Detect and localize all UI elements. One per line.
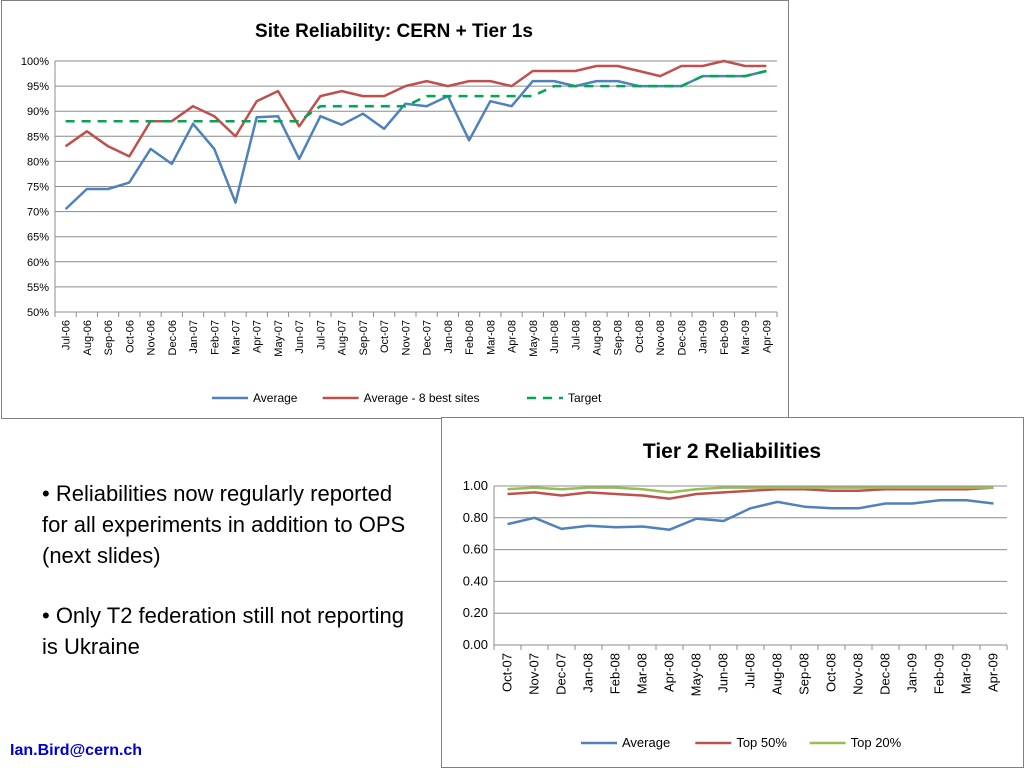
x-tick-label: Dec-08 bbox=[676, 320, 688, 355]
series-line bbox=[507, 486, 994, 500]
x-tick-label: Apr-08 bbox=[507, 320, 519, 353]
y-tick-label: 60% bbox=[27, 257, 49, 269]
series-line bbox=[64, 59, 767, 158]
x-tick-label: Nov-06 bbox=[146, 320, 158, 355]
x-tick-label: Aug-08 bbox=[770, 653, 785, 695]
x-tick-label: Mar-08 bbox=[485, 320, 497, 355]
x-tick-label: Oct-08 bbox=[824, 653, 839, 692]
x-tick-label: Jun-07 bbox=[294, 320, 306, 354]
x-tick-label: Jun-08 bbox=[716, 653, 731, 693]
x-tick-label: Feb-07 bbox=[209, 320, 221, 355]
x-tick-label: Nov-07 bbox=[400, 320, 412, 355]
x-tick-label: May-07 bbox=[273, 320, 285, 357]
y-tick-label: 80% bbox=[27, 156, 49, 168]
x-tick-label: Mar-08 bbox=[635, 653, 650, 694]
x-tick-label: Nov-08 bbox=[851, 653, 866, 695]
x-tick-label: Mar-09 bbox=[959, 653, 974, 694]
x-tick-label: Dec-06 bbox=[167, 320, 179, 355]
x-tick-label: Dec-08 bbox=[878, 653, 893, 695]
y-tick-label: 65% bbox=[27, 232, 49, 244]
y-tick-label: 1.00 bbox=[463, 478, 488, 493]
x-tick-label: Feb-08 bbox=[608, 653, 623, 694]
x-tick-label: Oct-07 bbox=[379, 320, 391, 353]
x-tick-label: Feb-09 bbox=[932, 653, 947, 694]
legend-label: Average bbox=[253, 391, 298, 405]
y-tick-label: 0.40 bbox=[463, 573, 488, 588]
series-line bbox=[507, 499, 994, 531]
x-tick-label: Jul-08 bbox=[570, 320, 582, 350]
x-tick-label: Feb-08 bbox=[464, 320, 476, 355]
tier2-reliabilities-chart: Tier 2 Reliabilities 0.00 0.20 0.40 0.60 0.80… bbox=[441, 417, 1024, 768]
y-tick-label: 85% bbox=[27, 131, 49, 143]
chart-title: Tier 2 Reliabilities bbox=[643, 440, 821, 463]
x-tick-label: Apr-09 bbox=[986, 653, 1001, 692]
y-tick-label: 0.20 bbox=[463, 605, 488, 620]
x-tick-label: Aug-06 bbox=[82, 320, 94, 355]
x-tick-label: Aug-07 bbox=[337, 320, 349, 355]
bullet-item: • Only T2 federation still not reporting… bbox=[42, 603, 404, 659]
y-tick-label: 0.80 bbox=[463, 510, 488, 525]
x-tick-label: Apr-08 bbox=[662, 653, 677, 692]
y-tick-label: 75% bbox=[27, 182, 49, 194]
x-tick-label: Apr-09 bbox=[761, 320, 773, 353]
x-tick-label: Sep-07 bbox=[358, 320, 370, 355]
x-tick-label: Mar-07 bbox=[231, 320, 243, 355]
y-tick-label: 50% bbox=[27, 307, 49, 319]
y-tick-label: 100% bbox=[21, 56, 49, 68]
series-line bbox=[64, 69, 767, 211]
x-tick-label: Jan-08 bbox=[443, 320, 455, 354]
series-line bbox=[65, 69, 767, 123]
legend-label: Top 50% bbox=[736, 735, 787, 750]
series-line bbox=[507, 486, 994, 494]
x-tick-label: Oct-06 bbox=[124, 320, 136, 353]
x-tick-label: May-08 bbox=[689, 653, 704, 696]
y-tick-label: 0.00 bbox=[463, 637, 488, 652]
tier2-reliabilities-svg: Tier 2 Reliabilities 0.00 0.20 0.40 0.60 0.80… bbox=[463, 440, 1008, 750]
x-tick-label: Jul-07 bbox=[315, 320, 327, 350]
site-reliability-chart: Site Reliability: CERN + Tier 1s 50% 55% 60… bbox=[1, 0, 789, 419]
site-reliability-svg: Site Reliability: CERN + Tier 1s 50% 55% 60… bbox=[21, 21, 778, 405]
chart-title: Site Reliability: CERN + Tier 1s bbox=[255, 21, 533, 42]
x-tick-label: Sep-08 bbox=[797, 653, 812, 695]
x-tick-label: Dec-07 bbox=[422, 320, 434, 355]
y-tick-label: 70% bbox=[27, 207, 49, 219]
bullet-list: • Reliabilities now regularly reported f… bbox=[42, 478, 422, 691]
y-tick-label: 0.60 bbox=[463, 542, 488, 557]
x-tick-label: Sep-06 bbox=[103, 320, 115, 355]
legend-label: Target bbox=[568, 391, 602, 405]
legend-label: Average bbox=[622, 735, 670, 750]
x-tick-label: Jul-08 bbox=[743, 653, 758, 688]
legend-label: Top 20% bbox=[851, 735, 902, 750]
x-tick-label: Nov-07 bbox=[527, 653, 542, 695]
bullet-item: • Reliabilities now regularly reported f… bbox=[42, 481, 406, 568]
x-tick-label: Mar-09 bbox=[740, 320, 752, 355]
y-tick-label: 55% bbox=[27, 282, 49, 294]
y-tick-label: 95% bbox=[27, 81, 49, 93]
x-tick-label: Jun-08 bbox=[549, 320, 561, 354]
x-tick-label: Jan-09 bbox=[698, 320, 710, 354]
legend-label: Average - 8 best sites bbox=[364, 391, 480, 405]
x-tick-label: Jan-07 bbox=[188, 320, 200, 354]
x-tick-label: Jul-06 bbox=[61, 320, 73, 350]
x-tick-label: Oct-07 bbox=[500, 653, 515, 692]
x-tick-label: Aug-08 bbox=[592, 320, 604, 355]
x-tick-label: May-08 bbox=[528, 320, 540, 357]
x-tick-label: Oct-08 bbox=[634, 320, 646, 353]
y-tick-label: 90% bbox=[27, 106, 49, 118]
x-tick-label: Jan-08 bbox=[581, 653, 596, 693]
x-tick-label: Jan-09 bbox=[905, 653, 920, 693]
x-tick-label: Nov-08 bbox=[655, 320, 667, 355]
footer-email[interactable]: Ian.Bird@cern.ch bbox=[10, 742, 143, 759]
x-tick-label: Sep-08 bbox=[613, 320, 625, 355]
x-tick-label: Feb-09 bbox=[719, 320, 731, 355]
x-tick-label: Apr-07 bbox=[252, 320, 264, 353]
x-tick-label: Dec-07 bbox=[554, 653, 569, 695]
